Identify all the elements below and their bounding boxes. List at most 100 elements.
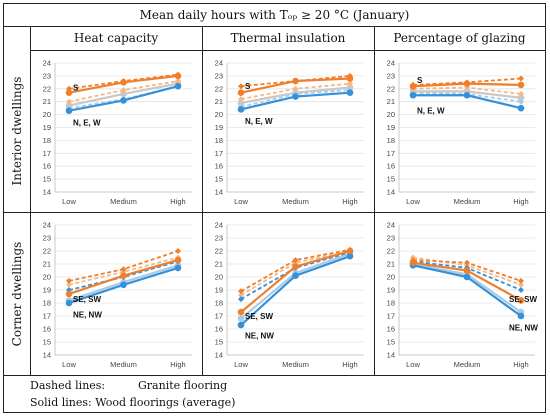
chart-svg: 14 15 16 17 18 19 20 21 22 23 24 Low Medium High SE, S… xyxy=(215,221,364,369)
series-annotation: N, E, W xyxy=(73,118,101,127)
data-point xyxy=(65,107,73,115)
y-tick-label: 16 xyxy=(43,162,51,171)
data-point xyxy=(120,97,127,104)
chart-svg: 14 15 16 17 18 19 20 21 22 23 24 Low Medium High SE, S… xyxy=(387,221,539,370)
x-tick-label: Medium xyxy=(110,197,137,206)
legend-dashed: Dashed lines: Granite flooring xyxy=(30,379,227,392)
data-point xyxy=(409,82,417,90)
y-tick-label: 19 xyxy=(43,286,51,295)
series-line xyxy=(240,250,351,296)
series-annotation: S xyxy=(417,76,423,85)
data-point xyxy=(120,272,127,279)
legend-solid: Solid lines: Wood floorings (average) xyxy=(30,396,235,409)
data-point xyxy=(346,89,354,96)
data-point xyxy=(463,267,471,274)
data-point xyxy=(120,79,127,86)
series-line xyxy=(240,251,351,300)
data-point xyxy=(518,281,524,288)
y-tick-label: 18 xyxy=(387,136,395,145)
row-label-corner: Corner dwellings xyxy=(10,241,24,347)
data-point xyxy=(66,98,72,105)
y-tick-label: 23 xyxy=(387,71,395,80)
chart-interior-percentage-of-glazing: 14 15 16 17 18 19 20 21 22 23 24 Low Medium High S N, E… xyxy=(375,51,545,212)
data-point xyxy=(174,72,182,80)
y-tick-label: 16 xyxy=(43,325,51,334)
y-tick-label: 23 xyxy=(215,234,223,243)
data-point xyxy=(238,292,244,299)
y-tick-label: 20 xyxy=(387,273,395,282)
legend-dashed-value: Granite flooring xyxy=(138,379,228,392)
series-line xyxy=(240,248,351,293)
x-tick-label: Medium xyxy=(454,360,481,369)
y-tick-label: 14 xyxy=(215,351,223,360)
data-point xyxy=(292,77,299,85)
y-tick-label: 17 xyxy=(387,149,395,158)
y-tick-label: 14 xyxy=(387,188,395,197)
data-point xyxy=(292,263,299,270)
data-point xyxy=(120,266,127,273)
data-point xyxy=(518,90,524,97)
column-heading-percentage-of-glazing: Percentage of glazing xyxy=(393,31,526,45)
data-point xyxy=(65,290,73,298)
data-point xyxy=(175,78,181,85)
x-tick-label: High xyxy=(513,197,528,206)
y-tick-label: 21 xyxy=(43,97,51,106)
legend-solid-label: Solid lines: Wood floorings (average) xyxy=(30,396,236,409)
y-tick-label: 19 xyxy=(215,286,223,295)
y-tick-label: 22 xyxy=(215,247,223,256)
x-tick-label: Medium xyxy=(454,197,481,206)
series-annotation: S xyxy=(73,84,79,93)
data-point xyxy=(409,259,417,266)
y-tick-label: 17 xyxy=(43,312,51,321)
y-tick-label: 18 xyxy=(215,136,223,145)
grid-divider xyxy=(4,212,545,213)
series-annotation: N, E, W xyxy=(245,117,273,126)
y-tick-label: 15 xyxy=(215,338,223,347)
data-point xyxy=(65,89,73,96)
x-tick-label: High xyxy=(342,360,357,369)
y-tick-label: 14 xyxy=(387,351,395,360)
data-point xyxy=(66,277,72,284)
x-tick-label: High xyxy=(513,360,528,369)
y-tick-label: 16 xyxy=(215,162,223,171)
series-line xyxy=(68,260,179,291)
data-point xyxy=(65,299,73,307)
data-point xyxy=(174,264,182,272)
series-annotation: N, E, W xyxy=(417,107,445,116)
data-point xyxy=(518,277,524,284)
y-tick-label: 21 xyxy=(387,260,395,269)
x-tick-label: Low xyxy=(234,197,248,206)
series-annotation: NE, NW xyxy=(73,311,102,320)
y-tick-label: 17 xyxy=(215,149,223,158)
data-point xyxy=(518,75,524,82)
y-tick-label: 24 xyxy=(43,59,51,68)
x-tick-label: Low xyxy=(234,360,248,369)
data-point xyxy=(237,89,245,96)
y-tick-label: 20 xyxy=(43,110,51,119)
figure-frame: Mean daily hours with Tₒₚ ≥ 20 °C (Janua… xyxy=(3,3,546,413)
data-point xyxy=(517,297,525,304)
data-point xyxy=(237,308,245,316)
y-tick-label: 20 xyxy=(43,273,51,282)
x-tick-label: High xyxy=(170,197,185,206)
chart-corner-heat-capacity: 14 15 16 17 18 19 20 21 22 23 24 Low Medium High SE, S… xyxy=(31,213,202,375)
y-tick-label: 15 xyxy=(43,175,51,184)
y-tick-label: 22 xyxy=(43,247,51,256)
y-tick-label: 22 xyxy=(387,247,395,256)
y-tick-label: 22 xyxy=(215,84,223,93)
data-point xyxy=(238,296,244,303)
column-heading-heat-capacity: Heat capacity xyxy=(73,31,159,45)
y-tick-label: 18 xyxy=(215,299,223,308)
y-tick-label: 16 xyxy=(215,325,223,334)
x-tick-label: Low xyxy=(406,197,420,206)
data-point xyxy=(238,96,244,103)
grid-divider xyxy=(30,26,31,375)
data-point xyxy=(292,85,299,92)
data-point xyxy=(518,98,524,105)
data-point xyxy=(518,287,524,293)
series-annotation: NE, NW xyxy=(245,332,274,341)
grid-divider xyxy=(202,26,203,375)
series-annotation: SE, SW xyxy=(509,295,537,304)
y-tick-label: 21 xyxy=(215,97,223,106)
figure-title: Mean daily hours with Tₒₚ ≥ 20 °C (Janua… xyxy=(4,4,545,27)
